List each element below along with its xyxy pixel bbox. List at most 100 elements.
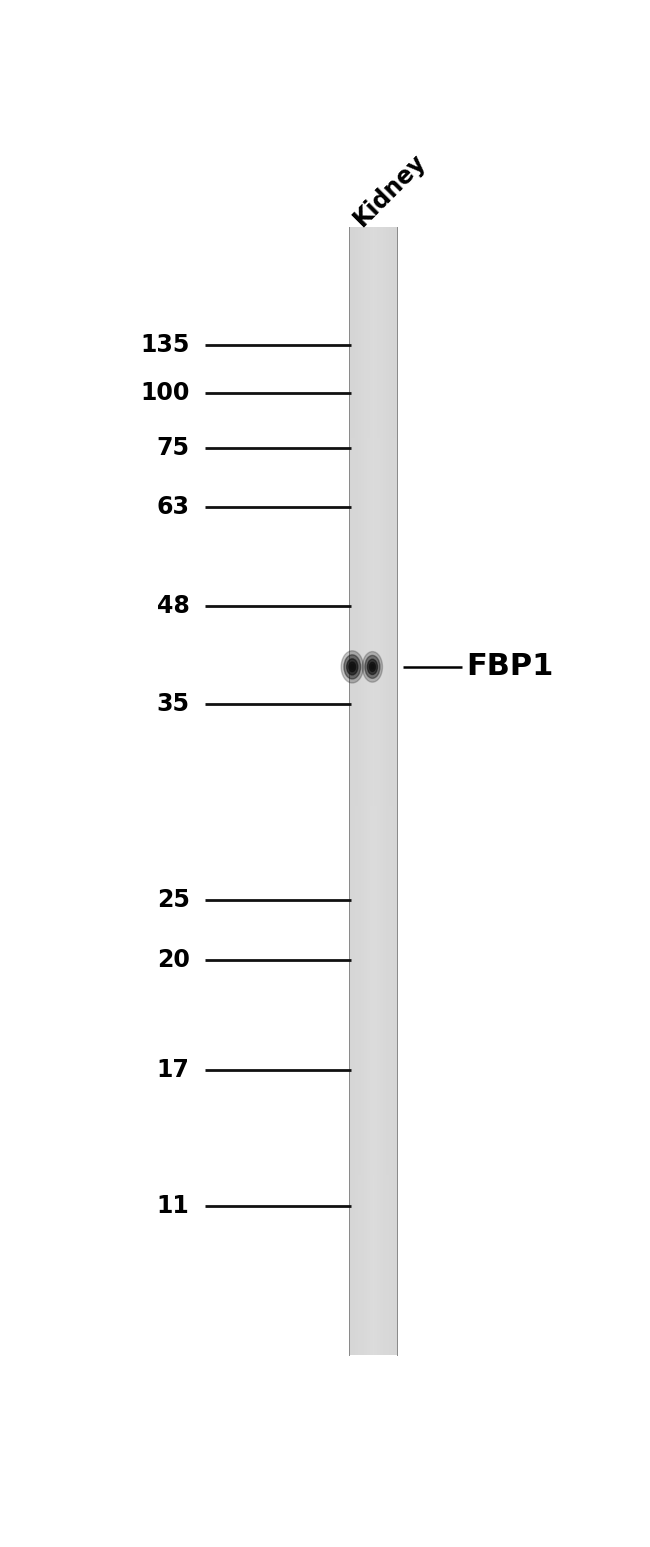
Bar — [350, 709, 397, 716]
Bar — [350, 1108, 397, 1115]
Bar — [350, 1168, 397, 1174]
Bar — [350, 1069, 397, 1077]
Bar — [350, 1129, 397, 1137]
Bar — [350, 693, 397, 701]
Bar — [350, 777, 397, 784]
Bar — [350, 1258, 397, 1265]
Bar — [350, 784, 397, 792]
Bar — [350, 303, 397, 309]
Bar — [350, 393, 397, 401]
Ellipse shape — [341, 651, 363, 682]
Bar — [350, 821, 397, 829]
Bar — [350, 1213, 397, 1221]
Bar — [350, 814, 397, 821]
Bar — [350, 1235, 397, 1242]
Bar — [350, 633, 397, 640]
Bar — [350, 514, 397, 521]
Bar — [350, 1016, 397, 1024]
Bar — [350, 453, 397, 461]
Bar — [350, 1227, 397, 1235]
Bar — [350, 798, 397, 806]
Bar — [350, 882, 397, 890]
Bar — [350, 251, 397, 257]
Bar — [350, 1122, 397, 1129]
Bar — [350, 551, 397, 558]
Bar — [350, 1024, 397, 1032]
Bar — [350, 317, 397, 325]
Bar — [350, 243, 397, 251]
Bar — [350, 235, 397, 243]
Bar — [350, 475, 397, 483]
Bar — [350, 761, 397, 769]
Bar — [350, 685, 397, 693]
Bar — [350, 596, 397, 603]
Bar — [350, 769, 397, 777]
Bar — [350, 469, 397, 475]
Bar — [350, 640, 397, 648]
Bar — [350, 679, 397, 685]
Bar — [350, 566, 397, 574]
Bar — [350, 385, 397, 393]
Bar — [350, 806, 397, 814]
Text: FBP1: FBP1 — [467, 653, 554, 681]
Text: 135: 135 — [140, 333, 190, 357]
Text: 48: 48 — [157, 594, 190, 619]
Bar — [350, 619, 397, 627]
Bar — [350, 942, 397, 950]
Bar — [350, 280, 397, 288]
Bar — [350, 528, 397, 535]
Bar — [350, 845, 397, 851]
Bar — [350, 724, 397, 732]
Bar — [350, 1145, 397, 1153]
Bar — [350, 333, 397, 340]
Bar — [350, 1160, 397, 1168]
Bar — [350, 483, 397, 490]
Bar — [350, 430, 397, 438]
Ellipse shape — [362, 651, 382, 682]
Bar — [350, 227, 397, 235]
Bar — [350, 446, 397, 453]
Text: 75: 75 — [157, 436, 190, 459]
Bar — [350, 956, 397, 964]
Bar — [350, 1092, 397, 1100]
Bar — [350, 927, 397, 934]
Text: 20: 20 — [157, 948, 190, 972]
Bar — [350, 627, 397, 633]
Text: 25: 25 — [157, 888, 190, 913]
Bar — [350, 1303, 397, 1310]
Bar — [350, 1032, 397, 1040]
Bar — [350, 1100, 397, 1108]
Bar — [350, 340, 397, 348]
Ellipse shape — [371, 665, 374, 670]
Bar — [350, 348, 397, 356]
Bar — [350, 265, 397, 272]
Bar — [350, 656, 397, 664]
Bar — [350, 1310, 397, 1318]
Bar — [350, 1153, 397, 1160]
Text: 63: 63 — [157, 495, 190, 520]
Bar — [350, 1055, 397, 1063]
Bar — [350, 438, 397, 446]
Bar — [350, 919, 397, 927]
Text: 100: 100 — [140, 381, 190, 405]
Bar — [350, 1318, 397, 1326]
Bar — [350, 1077, 397, 1084]
Bar — [350, 1250, 397, 1258]
Bar — [350, 498, 397, 506]
Bar — [350, 664, 397, 671]
Bar — [350, 408, 397, 415]
Ellipse shape — [346, 659, 358, 674]
Bar — [350, 1273, 397, 1281]
Bar — [350, 257, 397, 265]
Bar — [350, 995, 397, 1002]
Bar — [350, 401, 397, 408]
Bar — [350, 362, 397, 370]
Bar — [350, 1182, 397, 1190]
Bar — [350, 1047, 397, 1055]
Bar — [350, 1347, 397, 1355]
Bar — [350, 972, 397, 979]
Bar — [350, 506, 397, 514]
Bar — [350, 987, 397, 995]
Bar — [350, 1281, 397, 1287]
Bar — [350, 739, 397, 746]
